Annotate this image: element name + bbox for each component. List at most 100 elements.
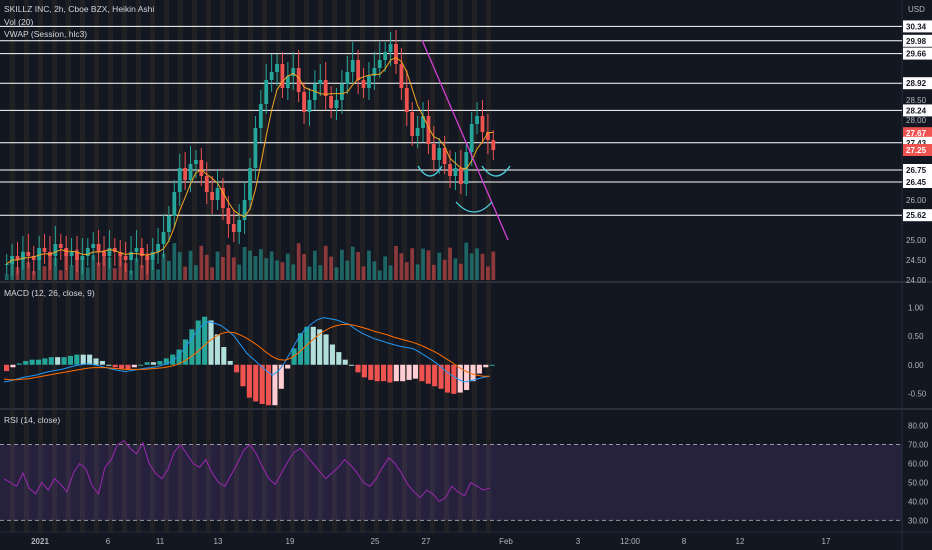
macd-histogram-bar bbox=[119, 364, 125, 369]
volume-bar bbox=[26, 262, 31, 280]
macd-histogram-bar bbox=[4, 364, 10, 372]
pattern-curve bbox=[455, 201, 493, 213]
level-tag: 25.62 bbox=[906, 211, 927, 220]
time-tick: 8 bbox=[682, 537, 687, 546]
volume-bar bbox=[75, 249, 79, 280]
level-tag-bg bbox=[903, 47, 932, 60]
macd-histogram-bar bbox=[380, 364, 387, 382]
volume-bar bbox=[361, 266, 366, 280]
candle-body bbox=[275, 64, 279, 72]
volume-bar bbox=[226, 244, 231, 280]
candle-body bbox=[350, 60, 355, 72]
macd-histogram-bar bbox=[400, 364, 406, 382]
macd-histogram-bar bbox=[457, 364, 463, 393]
candle-body bbox=[340, 84, 344, 100]
candle-body bbox=[96, 244, 101, 252]
macd-histogram-bar bbox=[259, 364, 265, 404]
level-tag: 27.43 bbox=[906, 139, 927, 148]
level-tag: 28.92 bbox=[906, 79, 927, 88]
candle-body bbox=[377, 60, 382, 68]
candle-body bbox=[323, 80, 328, 96]
volume-bar bbox=[10, 256, 15, 280]
volume-bar bbox=[318, 265, 323, 280]
macd-histogram-bar bbox=[336, 352, 342, 365]
candle-body bbox=[421, 116, 425, 128]
volume-bar bbox=[399, 253, 404, 280]
pattern-curve bbox=[417, 165, 443, 177]
macd-histogram-bar bbox=[246, 364, 252, 398]
volume-bar bbox=[64, 254, 69, 280]
candle-body bbox=[285, 76, 290, 88]
candle-body bbox=[42, 248, 47, 252]
volume-indicator-label[interactable]: Vol (20) bbox=[4, 17, 33, 27]
rsi-tick: 50.00 bbox=[908, 478, 929, 487]
candle-body bbox=[334, 100, 339, 108]
level-tag-bg bbox=[903, 77, 932, 90]
volume-bar bbox=[302, 254, 306, 280]
candle-body bbox=[491, 140, 496, 150]
price-tick: 25.00 bbox=[906, 236, 927, 245]
candle-body bbox=[356, 60, 361, 80]
macd-tick: 0.50 bbox=[908, 332, 924, 341]
level-tag-bg bbox=[903, 164, 932, 176]
volume-bar bbox=[85, 267, 90, 280]
volume-bar bbox=[258, 249, 263, 280]
volume-bar bbox=[377, 270, 382, 280]
price-tag-bg bbox=[903, 127, 932, 140]
vwap-indicator-label[interactable]: VWAP (Session, hlc3) bbox=[4, 29, 87, 39]
volume-bar bbox=[264, 258, 269, 280]
macd-histogram-bar bbox=[406, 364, 412, 380]
volume-bar bbox=[188, 250, 193, 280]
time-tick: Feb bbox=[499, 537, 513, 546]
session-band bbox=[332, 0, 337, 532]
candle-body bbox=[231, 224, 236, 232]
candle-body bbox=[258, 104, 263, 128]
macd-histogram-bar bbox=[214, 334, 220, 365]
volume-bar bbox=[204, 254, 209, 280]
price-tick: 26.00 bbox=[906, 196, 927, 205]
rsi-line bbox=[3, 440, 490, 503]
candle-body bbox=[329, 96, 333, 108]
volume-bar bbox=[453, 258, 458, 280]
macd-histogram-bar bbox=[272, 364, 278, 406]
volume-bar bbox=[150, 260, 155, 280]
rsi-indicator-label[interactable]: RSI (14, close) bbox=[4, 415, 60, 425]
macd-histogram-bar bbox=[444, 364, 450, 393]
volume-bar bbox=[356, 252, 361, 280]
volume-bar bbox=[221, 257, 225, 280]
time-tick: 11 bbox=[156, 537, 165, 546]
signal-line bbox=[3, 324, 490, 381]
volume-bar bbox=[177, 252, 182, 280]
volume-bar bbox=[112, 268, 117, 280]
candle-body bbox=[475, 116, 479, 124]
macd-histogram-bar bbox=[342, 359, 348, 365]
rsi-tick: 40.00 bbox=[908, 497, 929, 506]
volume-bar bbox=[58, 270, 63, 280]
candle-body bbox=[139, 248, 144, 256]
price-tick: 28.50 bbox=[906, 96, 927, 105]
macd-indicator-label[interactable]: MACD (12, 26, close, 9) bbox=[4, 288, 95, 298]
macd-histogram-bar bbox=[297, 333, 304, 365]
chart-title[interactable]: SKILLZ INC, 2h, Cboe BZX, Heikin Ashi bbox=[4, 4, 154, 14]
volume-bar bbox=[269, 251, 274, 280]
volume-bar bbox=[323, 245, 328, 280]
volume-bar bbox=[458, 263, 463, 280]
volume-bar bbox=[156, 269, 160, 280]
volume-bar bbox=[383, 256, 388, 280]
candle-body bbox=[280, 64, 285, 88]
candle-body bbox=[188, 164, 193, 180]
session-band bbox=[136, 0, 141, 532]
macd-histogram-bar bbox=[374, 364, 380, 382]
macd-histogram-bar bbox=[48, 357, 54, 365]
macd-histogram-bar bbox=[195, 320, 201, 365]
macd-histogram-bar bbox=[393, 364, 399, 382]
macd-histogram-bar bbox=[74, 354, 80, 365]
macd-histogram-bar bbox=[438, 364, 444, 389]
candle-body bbox=[204, 176, 209, 192]
macd-histogram-bar bbox=[317, 329, 323, 365]
candle-body bbox=[199, 160, 204, 176]
candle-body bbox=[388, 44, 393, 52]
volume-bar bbox=[161, 253, 166, 280]
volume-bar bbox=[107, 257, 112, 280]
